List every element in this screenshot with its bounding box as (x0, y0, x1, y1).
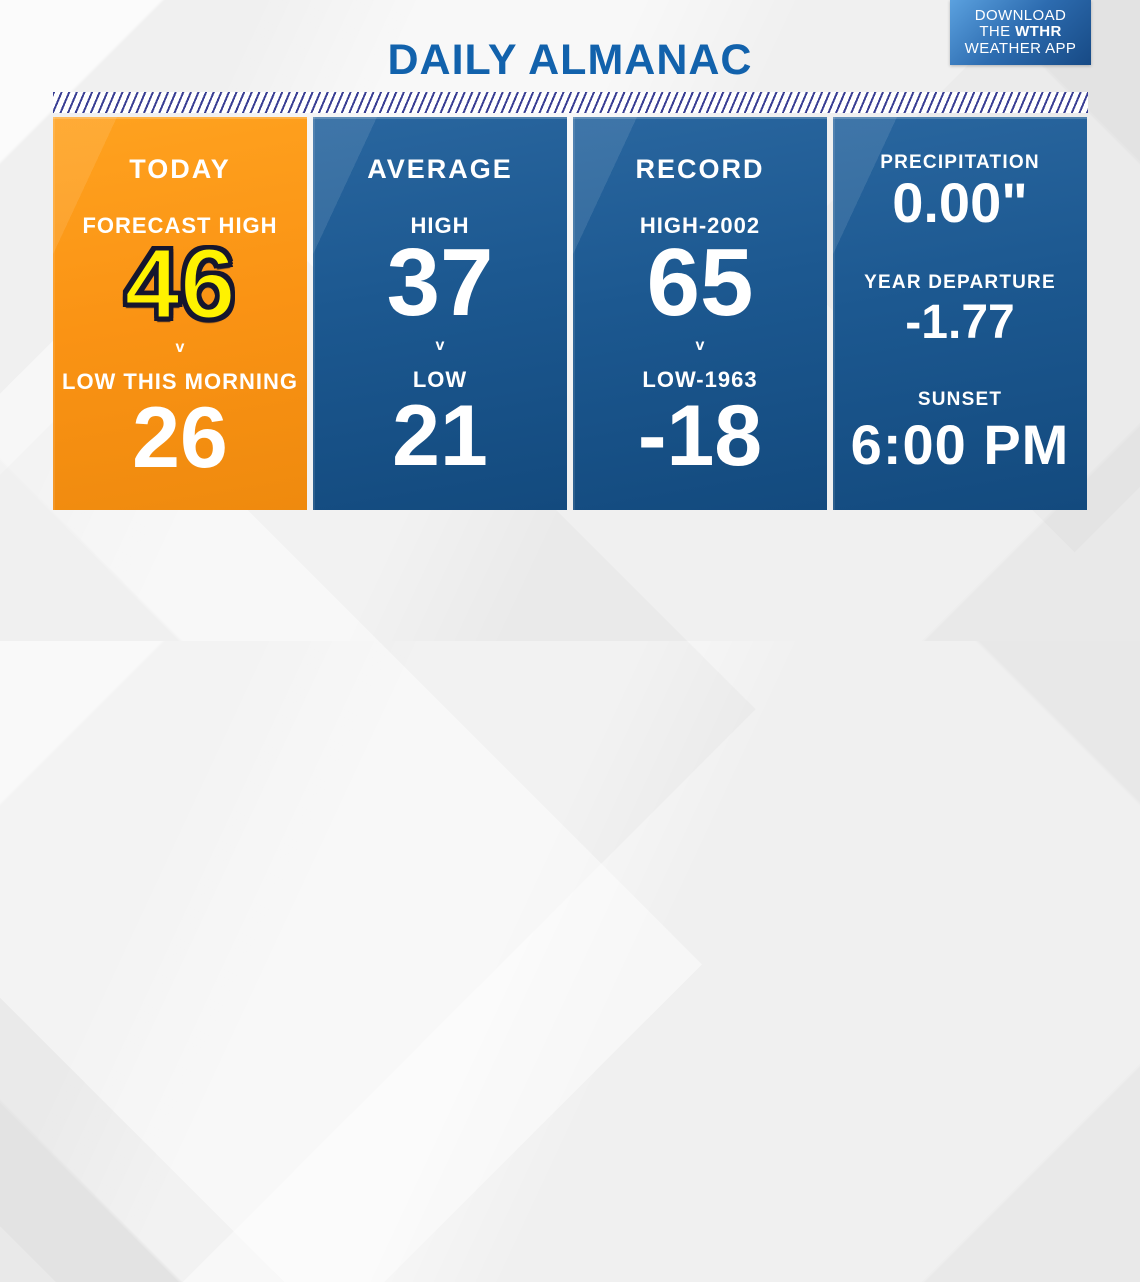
card-today-title: TODAY (129, 154, 231, 184)
year-departure-value: -1.77 (905, 296, 1015, 349)
badge-line3: WEATHER APP (964, 39, 1077, 57)
forecast-high-label: FORECAST HIGH (82, 213, 278, 238)
year-departure-label: YEAR DEPARTURE (864, 272, 1056, 293)
daily-almanac-graphic: { "header": { "title": "DAILY ALMANAC", … (0, 0, 1140, 641)
average-high-value: 37 (386, 229, 494, 336)
precipitation-label: PRECIPITATION (880, 152, 1040, 173)
badge-line2: THE WTHR (979, 23, 1062, 41)
sunset-label: SUNSET (917, 389, 1003, 410)
download-app-badge[interactable]: DOWNLOAD THE WTHR WEATHER APP (950, 0, 1091, 65)
station-name: WTHR (1015, 23, 1062, 41)
chevron-down-icon: v (435, 337, 445, 354)
badge-line1: DOWNLOAD (974, 6, 1067, 24)
average-low-value: 21 (392, 388, 488, 484)
hatched-divider-band (53, 92, 1088, 113)
average-low-label: LOW (412, 367, 468, 392)
card-average: AVERAGE HIGH 37 v LOW 21 (313, 117, 567, 510)
low-this-morning-value: 26 (132, 390, 228, 486)
record-low-value: -18 (637, 388, 763, 484)
record-high-label: HIGH-2002 (639, 213, 761, 238)
card-record: RECORD HIGH-2002 65 v LOW-1963 -18 (573, 117, 827, 510)
low-this-morning-label: LOW THIS MORNING (62, 369, 298, 394)
record-low-label: LOW-1963 (642, 367, 758, 392)
chevron-down-icon: v (695, 337, 705, 354)
sunset-value: 6:00 PM (850, 413, 1070, 476)
card-stats: PRECIPITATION 0.00" YEAR DEPARTURE -1.77… (833, 117, 1087, 510)
almanac-cards-row: TODAY FORECAST HIGH 46 v LOW THIS MORNIN… (53, 117, 1087, 510)
card-average-title: AVERAGE (367, 154, 513, 184)
card-record-title: RECORD (635, 154, 765, 184)
chevron-down-icon: v (175, 339, 185, 356)
card-today: TODAY FORECAST HIGH 46 v LOW THIS MORNIN… (53, 117, 307, 510)
precipitation-value: 0.00" (892, 171, 1028, 234)
record-high-value: 65 (646, 229, 754, 336)
page-title: DAILY ALMANAC (387, 36, 753, 84)
average-high-label: HIGH (410, 213, 470, 238)
forecast-high-value: 46 (123, 228, 237, 340)
